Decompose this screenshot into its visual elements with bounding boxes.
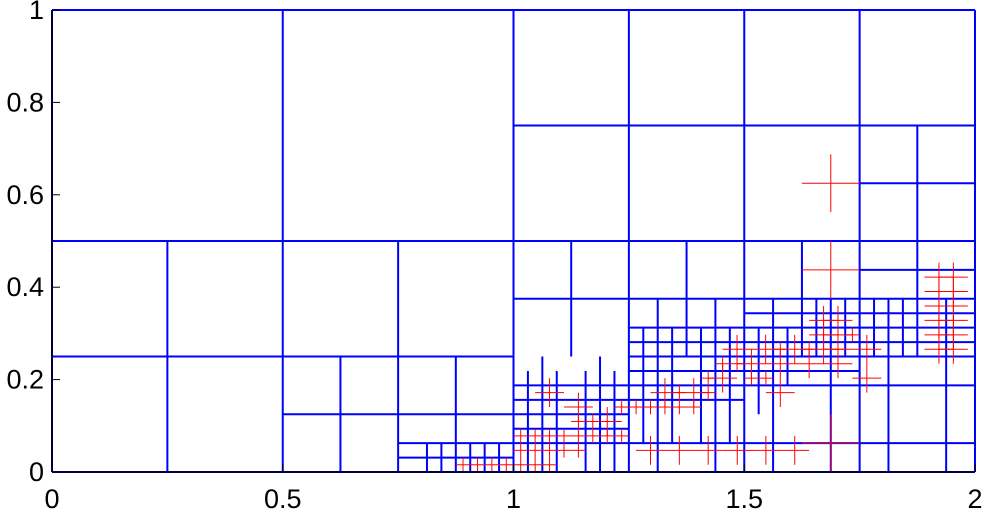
refinement-mark xyxy=(527,428,543,444)
refinement-mark xyxy=(672,399,687,415)
refinement-mark xyxy=(657,399,673,415)
refinement-mark xyxy=(535,378,564,408)
refinement-mark xyxy=(643,399,658,415)
y-tick-label: 0.4 xyxy=(6,272,44,302)
refinement-mark xyxy=(455,457,471,472)
refinement-mark xyxy=(744,370,759,386)
refinement-mark xyxy=(542,457,557,472)
refinement-mark xyxy=(693,435,723,465)
refinement-mark xyxy=(801,241,860,299)
refinement-mark xyxy=(513,443,528,458)
refinement-mark xyxy=(700,385,716,400)
y-tick-label: 0 xyxy=(29,457,44,487)
refinement-mark xyxy=(672,385,687,400)
refinement-mark xyxy=(664,435,694,465)
refinement-marks xyxy=(455,154,968,472)
refinement-mark xyxy=(585,428,601,444)
refinement-mark xyxy=(852,363,882,393)
x-tick-label: 0.5 xyxy=(264,484,302,514)
x-tick-label: 1.5 xyxy=(725,484,763,514)
refinement-mark xyxy=(845,327,860,343)
y-tick-label: 0.8 xyxy=(6,87,44,117)
y-tick-label: 1 xyxy=(29,0,44,25)
y-tick-label: 0.2 xyxy=(6,365,44,395)
refinement-mark xyxy=(801,154,860,213)
refinement-mark xyxy=(830,342,846,357)
refinement-mark xyxy=(614,399,629,415)
refinement-mark xyxy=(751,435,781,465)
refinement-mark xyxy=(556,428,572,444)
refinement-mark xyxy=(700,370,716,386)
refinement-mark xyxy=(499,457,514,472)
refinement-mark xyxy=(801,342,817,357)
x-tick-label: 1 xyxy=(506,484,521,514)
refinement-mark xyxy=(527,443,543,458)
refinement-mark xyxy=(715,356,730,371)
x-tick-label: 0 xyxy=(44,484,59,514)
refinement-mark xyxy=(765,378,795,408)
refinement-mark xyxy=(722,435,752,465)
refinement-mark xyxy=(513,457,528,472)
refinement-mark xyxy=(938,334,968,364)
refinement-mark xyxy=(556,443,572,458)
tick-labels: 0 0.5 1 1.5 2 0 0.2 0.4 0.6 0.8 1 xyxy=(6,0,982,514)
refinement-mark xyxy=(686,399,701,415)
refinement-mark xyxy=(614,428,629,444)
refinement-mark xyxy=(513,428,528,444)
refinement-mark xyxy=(484,457,500,472)
y-tick-label: 0.6 xyxy=(6,180,44,210)
refinement-mark xyxy=(780,435,810,465)
mesh-lines xyxy=(51,9,976,473)
refinement-mark xyxy=(852,334,882,364)
refinement-mark xyxy=(571,414,586,429)
refinement-mark xyxy=(773,342,788,357)
refinement-mark xyxy=(542,428,557,444)
refinement-mark xyxy=(571,428,586,444)
refinement-mark xyxy=(542,443,557,458)
refinement-mark xyxy=(600,428,615,444)
refinement-mark xyxy=(470,457,485,472)
refinement-mark xyxy=(585,414,601,429)
refinement-mark xyxy=(628,399,644,415)
refinement-mark xyxy=(636,435,665,465)
x-tick-label: 2 xyxy=(967,484,982,514)
refinement-mark xyxy=(801,414,860,472)
refinement-mark xyxy=(729,356,745,371)
refinement-mark xyxy=(758,370,774,386)
refinement-mark xyxy=(527,457,543,472)
refinement-mark xyxy=(571,443,586,458)
